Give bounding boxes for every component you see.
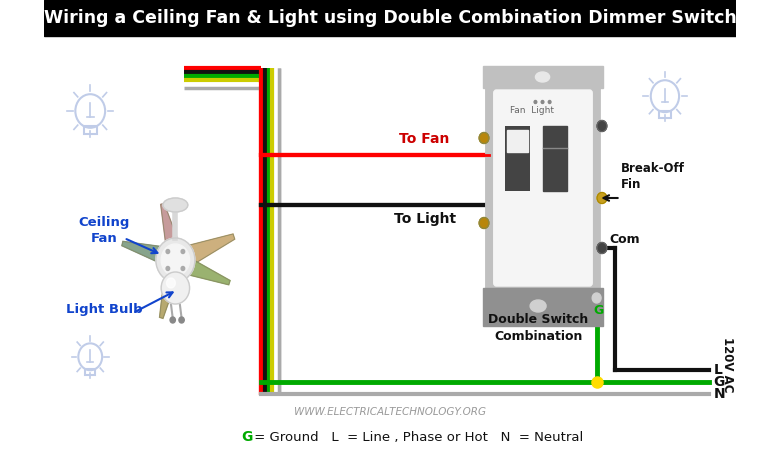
Bar: [44, 0, 736, 36]
Bar: [229, 423, 552, 451]
Circle shape: [156, 238, 195, 282]
Polygon shape: [161, 204, 178, 244]
Text: Fan  Light: Fan Light: [510, 106, 554, 115]
Bar: [659, 110, 671, 118]
Text: Wiring a Ceiling Fan & Light using Double Combination Dimmer Switch: Wiring a Ceiling Fan & Light using Doubl…: [44, 9, 736, 27]
Text: Break-Off
Fin: Break-Off Fin: [621, 162, 685, 191]
Polygon shape: [188, 259, 230, 285]
Text: L: L: [714, 363, 722, 377]
Circle shape: [597, 243, 607, 253]
Bar: [543, 126, 567, 191]
Circle shape: [166, 266, 169, 271]
Circle shape: [161, 244, 190, 276]
Polygon shape: [188, 234, 235, 264]
Polygon shape: [122, 242, 162, 262]
Circle shape: [597, 193, 607, 204]
Bar: [483, 66, 603, 88]
Circle shape: [534, 101, 537, 103]
Text: Light Bulb: Light Bulb: [66, 304, 143, 316]
Circle shape: [166, 250, 169, 253]
Text: To Light: To Light: [395, 212, 456, 226]
Text: G: G: [594, 304, 604, 317]
Bar: [483, 288, 603, 326]
FancyBboxPatch shape: [494, 90, 592, 286]
Text: N: N: [714, 387, 725, 401]
Circle shape: [181, 266, 185, 271]
Text: To Fan: To Fan: [399, 132, 449, 146]
Text: = Ground   L  = Line , Phase or Hot   N  = Neutral: = Ground L = Line , Phase or Hot N = Neu…: [250, 431, 583, 444]
Text: G: G: [241, 430, 253, 444]
Circle shape: [479, 133, 489, 143]
Circle shape: [597, 120, 607, 132]
FancyBboxPatch shape: [486, 86, 600, 290]
Circle shape: [181, 250, 185, 253]
Circle shape: [479, 218, 489, 228]
Circle shape: [170, 317, 176, 323]
Text: Double Switch
Combination: Double Switch Combination: [488, 313, 588, 343]
Text: WWW.ELECTRICALTECHNOLOGY.ORG: WWW.ELECTRICALTECHNOLOGY.ORG: [294, 407, 486, 417]
Circle shape: [592, 293, 601, 303]
Circle shape: [548, 101, 551, 103]
Circle shape: [179, 317, 184, 323]
Ellipse shape: [535, 72, 550, 82]
Ellipse shape: [163, 198, 188, 212]
Circle shape: [166, 278, 176, 288]
Bar: [84, 126, 97, 134]
Polygon shape: [160, 275, 177, 318]
Text: G: G: [714, 375, 725, 389]
Circle shape: [541, 101, 544, 103]
Circle shape: [161, 272, 190, 304]
Bar: [85, 369, 95, 376]
Bar: [505, 126, 530, 191]
Text: Ceiling
Fan: Ceiling Fan: [79, 216, 130, 244]
Text: Com: Com: [609, 233, 640, 246]
Ellipse shape: [530, 300, 546, 312]
Bar: [507, 130, 528, 152]
Text: 120V AC: 120V AC: [721, 337, 733, 393]
